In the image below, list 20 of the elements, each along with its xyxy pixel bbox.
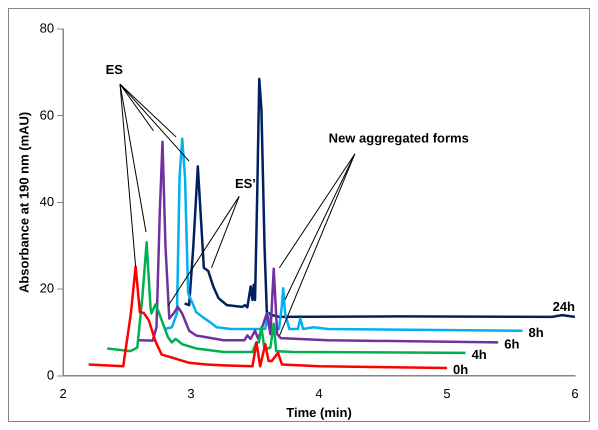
y-tick-label: 20 [40, 280, 54, 296]
y-axis-title: Absorbance at 190 nm (mAU) [16, 112, 32, 294]
x-tick-label: 5 [443, 386, 451, 402]
series-label: 24h [552, 298, 576, 314]
x-axis-title: Time (min) [286, 404, 352, 420]
annotation: New aggregated forms [328, 130, 469, 146]
series-label: 8h [528, 324, 544, 340]
series-label: 0h [453, 362, 468, 378]
y-tick-label: 60 [40, 107, 54, 122]
y-tick-label: 40 [40, 194, 54, 209]
x-tick-label: 6 [571, 386, 579, 402]
x-tick-label: 2 [59, 386, 67, 402]
x-tick-label: 3 [187, 386, 195, 402]
y-tick-label: 0 [46, 367, 54, 382]
y-tick-label: 80 [40, 20, 54, 36]
series-label: 4h [472, 346, 487, 362]
series-label: 6h [504, 336, 520, 352]
annotation: ES [106, 62, 124, 78]
x-tick-label: 4 [315, 386, 323, 402]
annotation: ES’ [234, 176, 256, 191]
